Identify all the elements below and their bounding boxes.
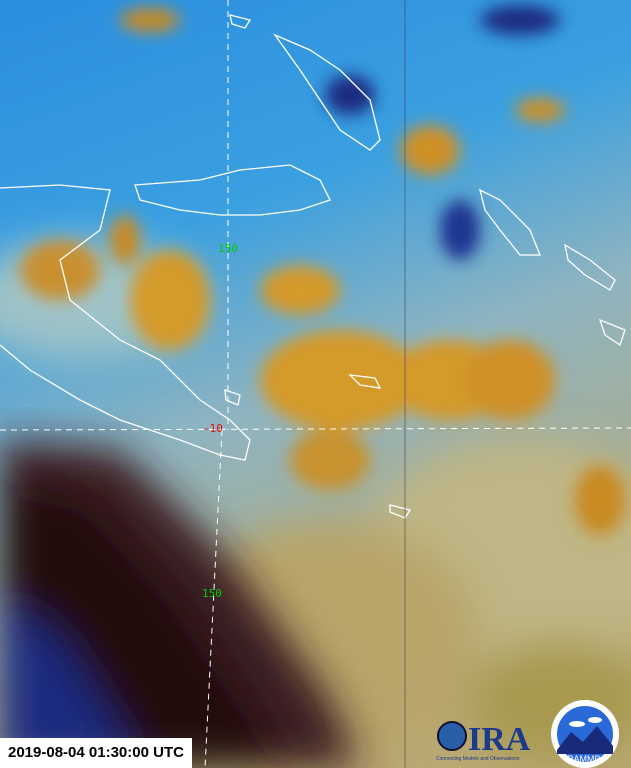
- coastlines: [0, 14, 626, 519]
- longitude-label-bottom: 150: [202, 587, 222, 600]
- svg-text:IRA: IRA: [468, 721, 531, 758]
- svg-text:Connecting Models and Observat: Connecting Models and Observations: [436, 756, 520, 762]
- svg-text:RAMMB: RAMMB: [567, 754, 601, 764]
- latitude-label: -10: [203, 422, 223, 435]
- timestamp: 2019-08-04 01:30:00 UTC: [0, 738, 192, 768]
- rammb-logo: RAMMB: [541, 692, 629, 768]
- dark-land-band: [0, 440, 360, 768]
- cira-logo: IRA Connecting Models and Observations: [432, 716, 540, 764]
- deep-convection: [20, 5, 625, 535]
- longitude-label-top: 150: [218, 242, 238, 255]
